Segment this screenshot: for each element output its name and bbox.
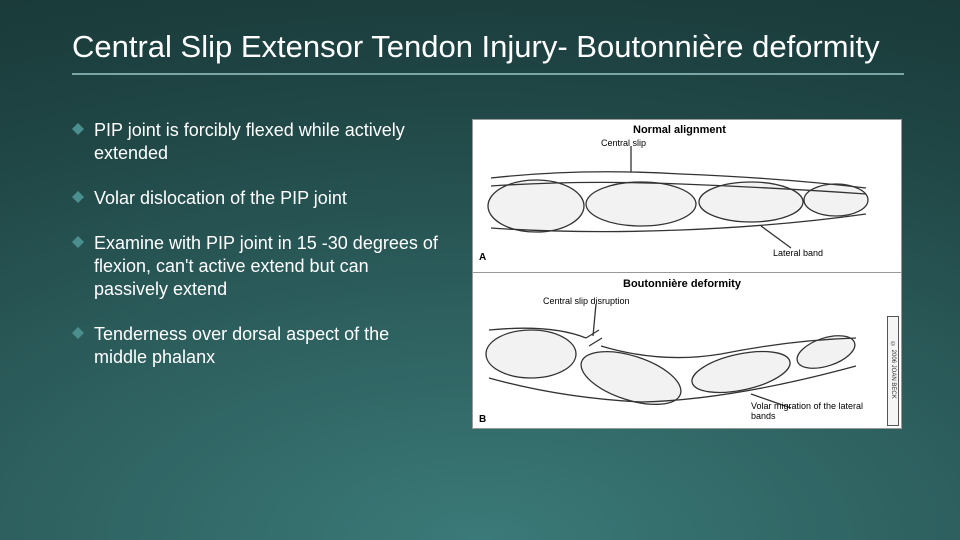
bullet-text: Volar dislocation of the PIP joint — [94, 188, 347, 208]
figure-container: Normal alignment Central slip Lateral ba… — [470, 119, 904, 429]
finger-diagram-deformity — [481, 298, 881, 418]
diamond-bullet-icon — [72, 327, 84, 339]
list-item: Volar dislocation of the PIP joint — [72, 187, 442, 210]
figure-anno-disruption: Central slip disruption — [543, 296, 630, 306]
figure-anno-volar: Volar migration of the lateral bands — [751, 402, 871, 422]
title-underline — [72, 73, 904, 75]
figure-copyright: © 2006 JOAN BECK — [887, 316, 899, 426]
slide-title: Central Slip Extensor Tendon Injury- Bou… — [72, 28, 904, 67]
diamond-bullet-icon — [72, 123, 84, 135]
slide: Central Slip Extensor Tendon Injury- Bou… — [0, 0, 960, 540]
bullet-text: PIP joint is forcibly flexed while activ… — [94, 120, 405, 163]
bullet-list: PIP joint is forcibly flexed while activ… — [72, 119, 442, 429]
list-item: Examine with PIP joint in 15 -30 degrees… — [72, 232, 442, 301]
figure-heading-b: Boutonnière deformity — [623, 278, 741, 290]
bullet-text: Tenderness over dorsal aspect of the mid… — [94, 324, 389, 367]
anatomy-figure: Normal alignment Central slip Lateral ba… — [472, 119, 902, 429]
content-row: PIP joint is forcibly flexed while activ… — [72, 119, 904, 429]
figure-anno-lateral-band: Lateral band — [773, 248, 823, 258]
list-item: Tenderness over dorsal aspect of the mid… — [72, 323, 442, 369]
figure-heading-a: Normal alignment — [633, 124, 726, 136]
bullet-text: Examine with PIP joint in 15 -30 degrees… — [94, 233, 438, 299]
figure-anno-central-slip: Central slip — [601, 138, 646, 148]
diamond-bullet-icon — [72, 191, 84, 203]
figure-divider — [473, 272, 901, 273]
list-item: PIP joint is forcibly flexed while activ… — [72, 119, 442, 165]
finger-diagram-normal — [481, 138, 881, 258]
figure-panel-label-a: A — [479, 252, 486, 263]
figure-panel-label-b: B — [479, 414, 486, 425]
diamond-bullet-icon — [72, 236, 84, 248]
